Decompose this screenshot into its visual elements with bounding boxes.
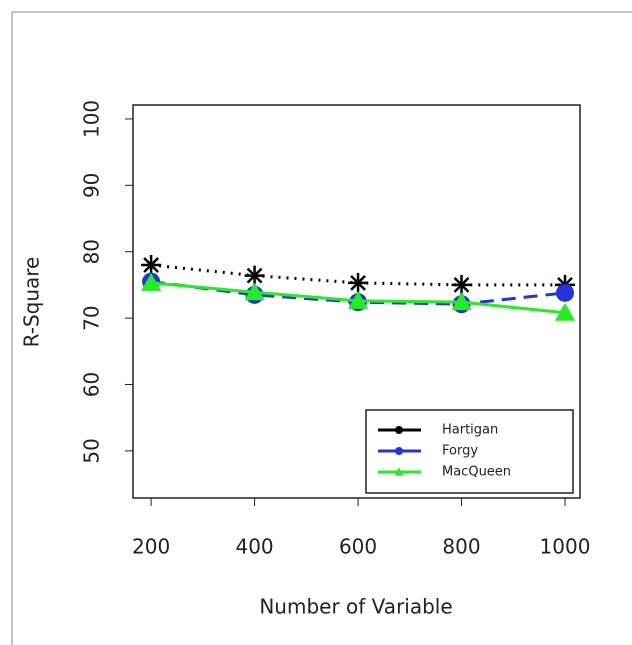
legend-label: MacQueen bbox=[442, 465, 511, 480]
point bbox=[141, 272, 162, 291]
point-stroke bbox=[350, 275, 366, 291]
x-tick-label: 400 bbox=[235, 535, 273, 559]
y-tick-label: 90 bbox=[80, 173, 104, 198]
series-line bbox=[150, 263, 565, 287]
point bbox=[141, 254, 162, 275]
x-tick-label: 200 bbox=[132, 535, 170, 559]
point bbox=[394, 467, 404, 476]
y-tick-label: 60 bbox=[80, 372, 104, 397]
y-tick-label: 50 bbox=[80, 438, 104, 463]
y-tick-label: 70 bbox=[80, 305, 104, 330]
point-stroke bbox=[246, 267, 263, 284]
point bbox=[394, 446, 404, 456]
legend-label: Hartigan bbox=[442, 423, 498, 438]
x-axis-label: Number of Variable bbox=[259, 595, 452, 619]
point bbox=[348, 290, 369, 309]
legend-label: Forgy bbox=[442, 444, 478, 459]
point-stroke bbox=[453, 277, 470, 293]
y-tick-label: 80 bbox=[80, 239, 104, 264]
point-stroke bbox=[143, 257, 159, 273]
y-tick-label: 100 bbox=[80, 100, 104, 138]
legend-marker bbox=[395, 426, 403, 434]
plot-box bbox=[132, 104, 581, 499]
x-tick-label: 600 bbox=[339, 535, 377, 559]
y-axis-label: R-Square bbox=[20, 257, 44, 348]
x-tick-label: 800 bbox=[442, 535, 480, 559]
x-tick-label: 1000 bbox=[540, 535, 591, 559]
point bbox=[555, 283, 574, 302]
point bbox=[554, 302, 575, 321]
point bbox=[348, 272, 369, 293]
point bbox=[451, 274, 472, 295]
point bbox=[244, 282, 265, 301]
point bbox=[451, 292, 472, 311]
